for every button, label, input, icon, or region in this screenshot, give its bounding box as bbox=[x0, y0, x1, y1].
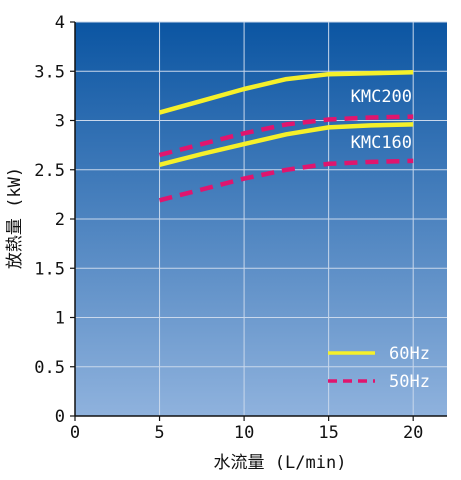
y-tick-label: 1.5 bbox=[34, 259, 65, 279]
x-tick-label: 5 bbox=[154, 423, 164, 443]
legend: 60Hz 50Hz bbox=[328, 344, 430, 392]
x-tick-label: 10 bbox=[234, 423, 254, 443]
y-tick-label: 3 bbox=[55, 112, 65, 132]
series-annotations: KMC200 KMC160 bbox=[351, 87, 412, 153]
y-axis-title: 放熱量 (kW) bbox=[5, 167, 25, 269]
series-annotation: KMC200 bbox=[351, 87, 412, 107]
y-tick-label: 1 bbox=[55, 309, 65, 329]
y-tick-label: 2.5 bbox=[34, 161, 65, 181]
x-axis-title: 水流量 (L/min) bbox=[214, 453, 347, 473]
series-line-kmc160-50hz bbox=[158, 158, 414, 203]
y-tick-label: 0 bbox=[55, 407, 65, 427]
y-tick-label: 2 bbox=[55, 210, 65, 230]
x-tick-label: 0 bbox=[70, 423, 80, 443]
tick-labels: 0 5 10 15 20 0 0.5 1 1.5 2 2.5 3 3.5 4 bbox=[34, 13, 423, 443]
y-tick-label: 3.5 bbox=[34, 62, 65, 82]
y-tick-label: 0.5 bbox=[34, 358, 65, 378]
x-tick-label: 15 bbox=[318, 423, 338, 443]
legend-label: 50Hz bbox=[389, 372, 430, 392]
legend-label: 60Hz bbox=[389, 344, 430, 364]
series-annotation: KMC160 bbox=[351, 133, 412, 153]
x-tick-label: 20 bbox=[403, 423, 423, 443]
series-line-kmc160-60hz bbox=[158, 122, 414, 167]
series-line-kmc200-50hz bbox=[158, 114, 414, 158]
series-lines bbox=[158, 69, 414, 203]
y-tick-label: 4 bbox=[55, 13, 65, 33]
series-line-kmc200-60hz bbox=[158, 69, 414, 115]
